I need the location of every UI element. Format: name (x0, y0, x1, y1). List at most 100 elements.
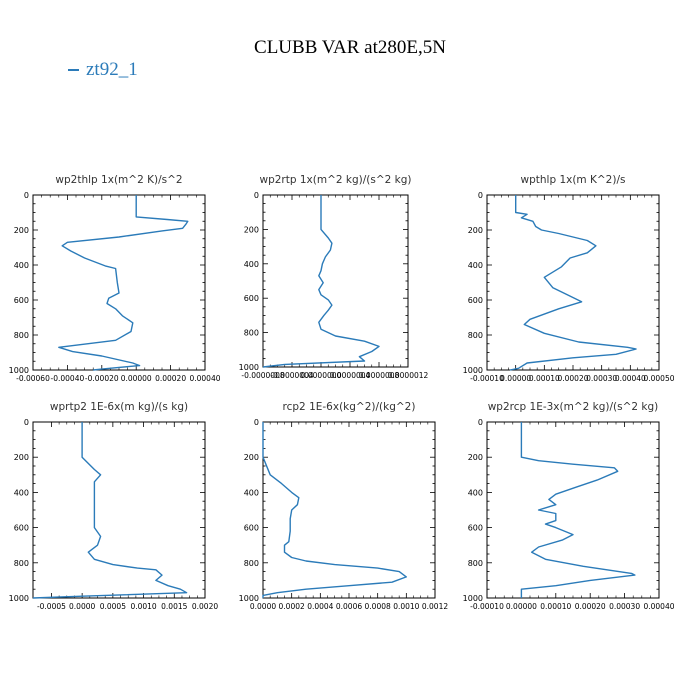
x-tick-label: 0.0002 (279, 602, 305, 611)
x-tick-label: 0.0000 (250, 602, 276, 611)
series-line (262, 422, 407, 598)
x-tick-label: -0.0005 (37, 602, 66, 611)
x-tick-label: -0.0000008 (241, 371, 284, 380)
x-tick-label: 0.00000 (121, 374, 152, 383)
legend-label: zt92_1 (86, 59, 138, 80)
y-tick-label: 0 (478, 418, 483, 427)
y-tick-label: 800 (14, 331, 29, 340)
y-tick-label: 0 (254, 191, 259, 200)
x-tick-label: 0.00030 (609, 602, 640, 611)
x-tick-label: 0.0000004 (330, 371, 371, 380)
x-tick-label: 0.00040 (189, 374, 220, 383)
y-tick-label: 400 (468, 488, 483, 497)
y-tick-label: 1000 (463, 594, 483, 603)
chart-panel: wpthlp 1x(m K^2)/s 0 200 400 600 800 1000-0.00… (463, 174, 675, 383)
x-tick-label: 0.0015 (161, 602, 187, 611)
y-tick-label: 400 (244, 260, 259, 269)
x-tick-label: 0.00010 (540, 602, 571, 611)
y-tick-label: 1000 (239, 363, 259, 372)
legend: zt92_1 (68, 59, 138, 81)
x-tick-label: -0.00060 (16, 374, 50, 383)
y-tick-label: 600 (468, 524, 483, 533)
chart-title: wp2rcp 1E-3x(m^2 kg)/(s^2 kg) (488, 401, 659, 413)
plot-frame (486, 421, 660, 599)
y-tick-label: 400 (14, 488, 29, 497)
y-tick-label: 0 (254, 418, 259, 427)
chart-title: wpthlp 1x(m K^2)/s (521, 174, 626, 186)
y-tick-label: 600 (468, 296, 483, 305)
x-tick-label: 0.0000000 (301, 371, 342, 380)
x-tick-label: 0.00020 (557, 374, 588, 383)
chart-panel: wprtp2 1E-6x(m kg)/(s kg) 0 200 400 600 800 10… (9, 401, 219, 611)
x-tick-label: 0.00030 (586, 374, 617, 383)
y-tick-label: 800 (14, 559, 29, 568)
chart-panel: wp2thlp 1x(m^2 K)/s^202004006008001000-0… (9, 174, 221, 383)
x-tick-label: -0.00020 (85, 374, 119, 383)
y-tick-label: 400 (244, 488, 259, 497)
x-tick-label: 0.00050 (643, 374, 674, 383)
x-tick-label: 0.00040 (615, 374, 646, 383)
y-tick-label: 0 (478, 191, 483, 200)
x-tick-label: 0.00020 (575, 602, 606, 611)
y-tick-label: 800 (244, 329, 259, 338)
y-tick-label: 200 (244, 453, 259, 462)
y-tick-label: 200 (14, 226, 29, 235)
y-tick-label: 400 (14, 261, 29, 270)
series-line (509, 195, 637, 371)
chart-panel: rcp2 1E-6x(kg^2)/(kg^2) 0 200 400 600 800 1000… (239, 401, 449, 611)
x-tick-label: 0.00040 (643, 602, 674, 611)
y-tick-label: 800 (244, 559, 259, 568)
plot-frame (486, 194, 660, 371)
series-line (262, 195, 380, 368)
y-tick-label: 400 (468, 261, 483, 270)
x-tick-label: 0.0006 (336, 602, 362, 611)
y-tick-label: 600 (244, 524, 259, 533)
plot-frame (32, 421, 206, 599)
y-tick-label: 200 (244, 225, 259, 234)
x-tick-label: -0.00010 (470, 602, 504, 611)
x-tick-label: -0.0000004 (270, 371, 313, 380)
y-tick-label: 0 (24, 191, 29, 200)
chart-panel: wp2rcp 1E-3x(m^2 kg)/(s^2 kg) 0 200 400 600 8… (463, 401, 675, 611)
chart-title: wprtp2 1E-6x(m kg)/(s kg) (50, 401, 188, 413)
y-tick-label: 800 (468, 559, 483, 568)
x-tick-label: 0.0005 (100, 602, 126, 611)
y-tick-label: 200 (14, 453, 29, 462)
y-tick-label: 0 (24, 418, 29, 427)
y-tick-label: 800 (468, 331, 483, 340)
y-tick-label: 1000 (9, 366, 29, 375)
x-tick-label: 0.0012 (422, 602, 448, 611)
x-tick-label: 0.00010 (529, 374, 560, 383)
chart-title: rcp2 1E-6x(kg^2)/(kg^2) (283, 401, 416, 413)
series-line (32, 422, 188, 599)
y-tick-label: 600 (14, 296, 29, 305)
series-line (58, 195, 189, 371)
x-tick-label: 0.0000012 (388, 371, 429, 380)
x-tick-label: 0.0010 (393, 602, 419, 611)
x-tick-label: 0.0008 (365, 602, 391, 611)
x-tick-label: 0.0020 (192, 602, 218, 611)
series-line (520, 422, 636, 598)
plot-frame (262, 194, 409, 368)
chart-title: wp2rtp 1x(m^2 kg)/(s^2 kg) (259, 174, 411, 186)
figure-title: CLUBB VAR at280E,5N (254, 37, 446, 58)
y-tick-label: 200 (468, 453, 483, 462)
y-tick-label: 1000 (9, 594, 29, 603)
x-tick-label: 0.0010 (130, 602, 156, 611)
x-tick-label: -0.00010 (470, 374, 504, 383)
y-tick-label: 200 (468, 226, 483, 235)
legend-line-swatch (68, 68, 79, 71)
chart-panel: wp2rtp 1x(m^2 kg)/(s^2 kg)0 200 400 600 800 1… (239, 174, 429, 380)
x-tick-label: 0.0000 (69, 602, 95, 611)
y-tick-label: 600 (14, 524, 29, 533)
x-tick-label: 0.00000 (506, 602, 537, 611)
x-tick-label: 0.0000008 (359, 371, 400, 380)
x-tick-label: 0.00000 (500, 374, 531, 383)
x-tick-label: 0.00020 (155, 374, 186, 383)
x-tick-label: 0.0004 (307, 602, 333, 611)
chart-title: wp2thlp 1x(m^2 K)/s^2 (55, 174, 182, 186)
x-tick-label: -0.00040 (51, 374, 85, 383)
plot-frame (262, 421, 436, 599)
